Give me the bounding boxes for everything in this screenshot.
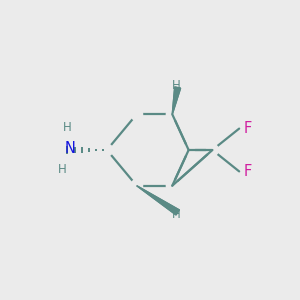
Polygon shape xyxy=(136,186,179,215)
Text: H: H xyxy=(172,79,181,92)
Polygon shape xyxy=(172,87,181,114)
Circle shape xyxy=(131,108,142,120)
Text: H: H xyxy=(62,121,71,134)
Text: H: H xyxy=(58,163,67,176)
Circle shape xyxy=(101,144,113,156)
Polygon shape xyxy=(172,87,181,114)
Circle shape xyxy=(166,108,178,120)
Polygon shape xyxy=(136,186,179,215)
Text: F: F xyxy=(243,164,252,179)
Circle shape xyxy=(166,180,178,192)
Text: H: H xyxy=(172,208,181,221)
Circle shape xyxy=(131,180,142,192)
Text: N: N xyxy=(65,141,76,156)
Circle shape xyxy=(183,144,195,156)
Circle shape xyxy=(206,144,218,156)
Text: F: F xyxy=(243,121,252,136)
